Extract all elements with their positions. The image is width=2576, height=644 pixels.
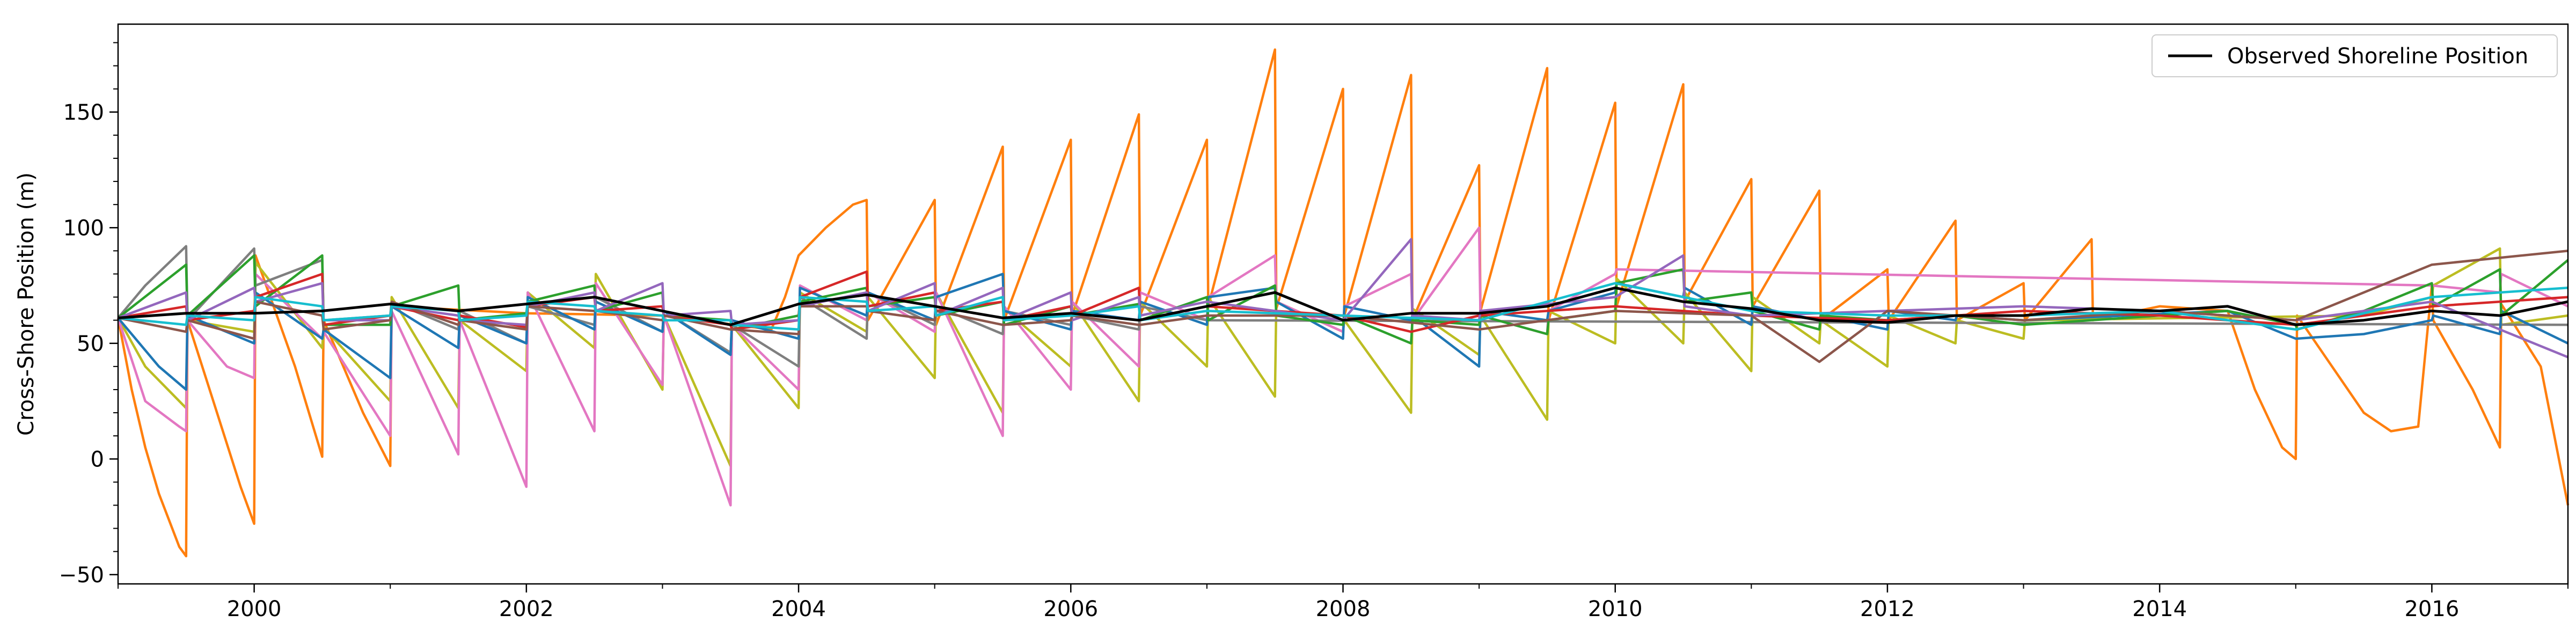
x-tick-label: 2000	[227, 597, 282, 621]
y-axis: −50 0 50 100 150	[59, 42, 118, 588]
series-layer	[116, 48, 2570, 558]
series-observed-line	[118, 286, 2568, 326]
x-tick-label: 2006	[1043, 597, 1098, 621]
y-tick-label: −50	[59, 563, 104, 588]
x-tick-label: 2016	[2404, 597, 2459, 621]
y-tick-label: 50	[77, 332, 104, 356]
x-tick-label: 2004	[771, 597, 826, 621]
y-tick-label: 0	[91, 447, 104, 472]
x-tick-label: 2010	[1588, 597, 1643, 621]
legend: Observed Shoreline Position	[2151, 34, 2558, 77]
x-tick-label: 2014	[2132, 597, 2187, 621]
x-tick-label: 2002	[499, 597, 554, 621]
x-tick-label: 2008	[1316, 597, 1371, 621]
ensemble-series-line	[117, 273, 2568, 391]
y-tick-label: 150	[63, 100, 104, 125]
y-axis-label: Cross-Shore Position (m)	[14, 172, 39, 436]
legend-box	[2151, 34, 2558, 77]
legend-label-observed: Observed Shoreline Position	[2227, 44, 2528, 69]
y-tick-label: 100	[63, 216, 104, 240]
x-tick-label: 2012	[1860, 597, 1915, 621]
x-axis: 2000 2002 2004 2006 2008 2010 2012 2014 2016	[118, 584, 2568, 621]
